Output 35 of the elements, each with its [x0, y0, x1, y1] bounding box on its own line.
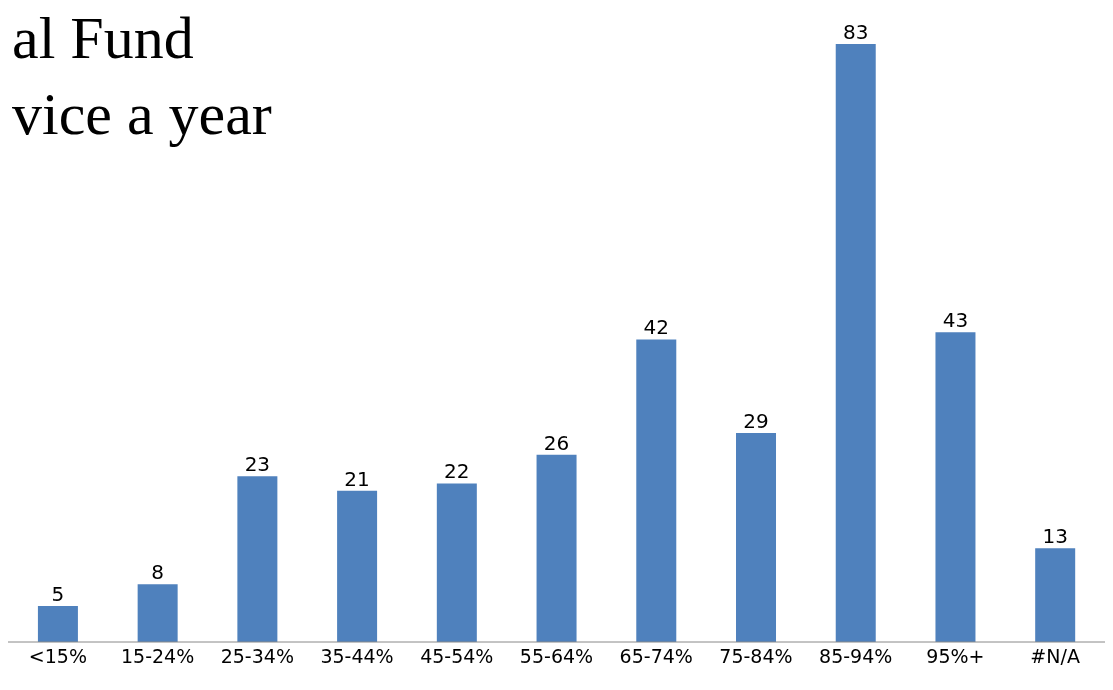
- bar: [935, 332, 976, 642]
- bar: [636, 339, 677, 642]
- bar: [536, 454, 577, 642]
- data-label: 26: [543, 430, 570, 455]
- data-label: 83: [843, 20, 869, 44]
- x-tick-label: 55-64%: [519, 645, 594, 668]
- data-label: 42: [643, 315, 670, 340]
- x-tick-label: #N/A: [1030, 645, 1080, 668]
- bar: [137, 584, 178, 642]
- x-tick-label: 85-94%: [819, 645, 893, 668]
- text: vice a year: [12, 80, 272, 149]
- data-label: 21: [344, 466, 370, 491]
- data-label: 29: [743, 409, 769, 434]
- data-label: 13: [1042, 524, 1068, 549]
- data-label: 8: [151, 560, 165, 585]
- data-label: 43: [942, 308, 969, 333]
- chart-title: al Fund: [12, 4, 195, 73]
- x-tick-label: 75-84%: [719, 645, 793, 668]
- x-tick-label: 45-54%: [420, 645, 494, 668]
- bar: [736, 433, 777, 642]
- bar: [1035, 548, 1076, 642]
- x-tick-label: 25-34%: [220, 645, 294, 668]
- data-label: 23: [244, 452, 271, 477]
- data-label: 5: [51, 581, 65, 606]
- x-tick-label: 35-44%: [320, 645, 394, 668]
- bar: [337, 490, 378, 642]
- bar: [436, 483, 477, 642]
- x-tick-label: 95%+: [926, 645, 985, 668]
- data-label: 22: [444, 459, 470, 484]
- bar: [37, 605, 78, 642]
- x-tick-label: 65-74%: [619, 645, 693, 668]
- bar: [835, 44, 876, 642]
- x-tick-label: <15%: [28, 645, 87, 668]
- bar: [237, 476, 278, 642]
- x-tick-label: 15-24%: [120, 645, 195, 668]
